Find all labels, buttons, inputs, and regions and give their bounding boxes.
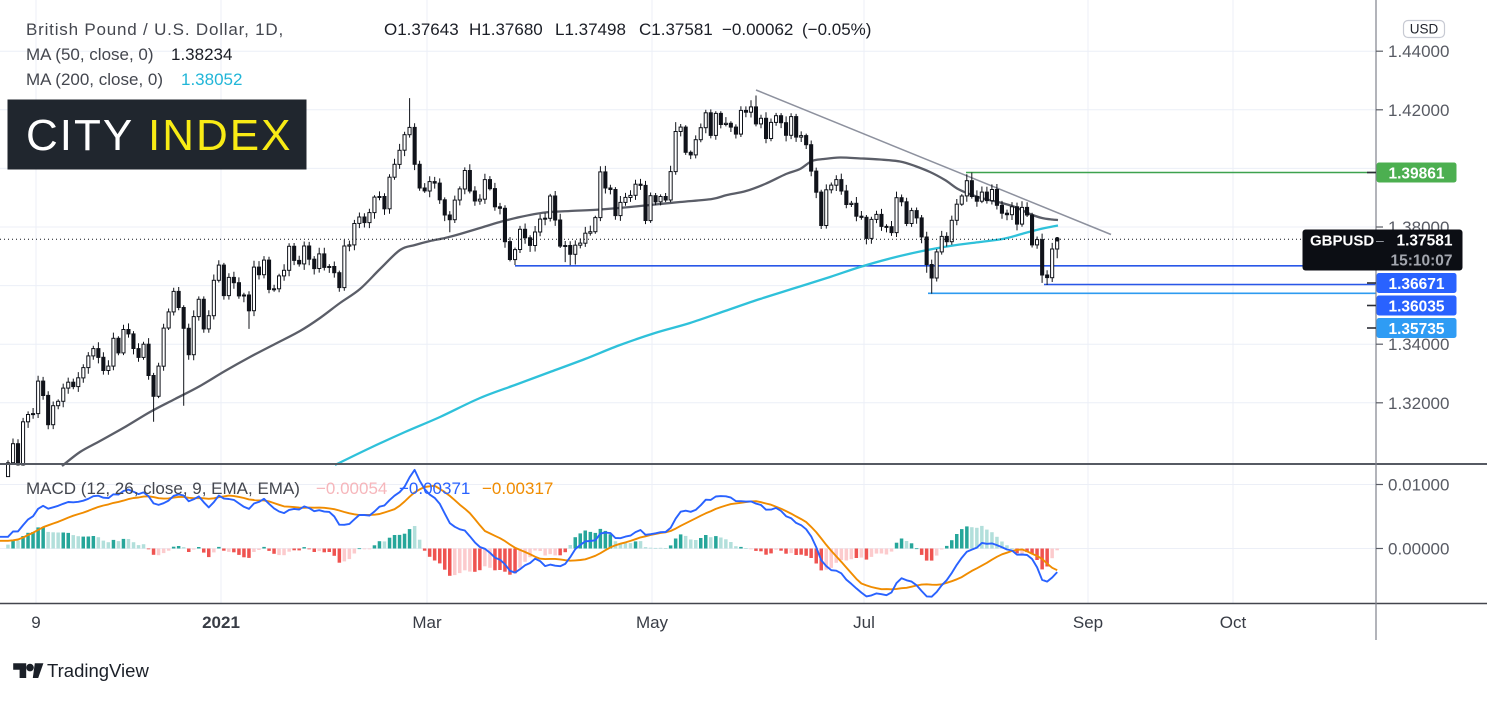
svg-text:INDEX: INDEX (148, 111, 292, 160)
svg-text:Mar: Mar (412, 613, 442, 632)
svg-text:GBPUSD: GBPUSD (1310, 233, 1374, 250)
svg-text:1.35735: 1.35735 (1388, 321, 1444, 338)
svg-text:1.34000: 1.34000 (1388, 335, 1449, 354)
svg-text:C1.37581: C1.37581 (639, 20, 713, 39)
svg-text:CITY: CITY (26, 111, 134, 160)
svg-text:15:10:07: 15:10:07 (1390, 253, 1452, 270)
svg-text:MACD (12, 26, close, 9, EMA, E: MACD (12, 26, close, 9, EMA, EMA) (26, 479, 300, 498)
svg-text:1.44000: 1.44000 (1388, 42, 1449, 61)
svg-text:0.01000: 0.01000 (1388, 476, 1449, 495)
svg-text:−0.00054: −0.00054 (316, 479, 387, 498)
svg-text:H1.37680: H1.37680 (469, 20, 543, 39)
svg-text:1.42000: 1.42000 (1388, 101, 1449, 120)
svg-text:Sep: Sep (1073, 613, 1103, 632)
svg-text:(−0.05%): (−0.05%) (802, 20, 871, 39)
svg-text:−0.00317: −0.00317 (482, 479, 553, 498)
svg-text:1.36035: 1.36035 (1388, 299, 1444, 316)
svg-text:USD: USD (1410, 22, 1439, 37)
svg-text:1.36671: 1.36671 (1388, 276, 1444, 293)
svg-text:9: 9 (31, 613, 40, 632)
svg-text:1.37581: 1.37581 (1396, 233, 1452, 250)
svg-text:O1.37643: O1.37643 (384, 20, 459, 39)
svg-text:2021: 2021 (202, 613, 240, 632)
svg-text:May: May (636, 613, 669, 632)
svg-text:MA (50, close, 0): MA (50, close, 0) (26, 45, 154, 64)
svg-text:TradingView: TradingView (47, 660, 149, 681)
svg-text:1.38052: 1.38052 (181, 70, 242, 89)
svg-text:−0.00062: −0.00062 (722, 20, 793, 39)
svg-text:1.39861: 1.39861 (1388, 166, 1444, 183)
svg-text:British Pound / U.S. Dollar, 1: British Pound / U.S. Dollar, 1D, (26, 20, 284, 39)
svg-text:L1.37498: L1.37498 (555, 20, 626, 39)
svg-text:−0.00371: −0.00371 (399, 479, 470, 498)
svg-text:1.32000: 1.32000 (1388, 394, 1449, 413)
svg-text:–: – (1376, 232, 1384, 248)
svg-text:Oct: Oct (1220, 613, 1247, 632)
svg-text:0.00000: 0.00000 (1388, 540, 1449, 559)
svg-text:Jul: Jul (853, 613, 875, 632)
svg-text:MA (200, close, 0): MA (200, close, 0) (26, 70, 163, 89)
svg-text:1.38234: 1.38234 (171, 45, 232, 64)
